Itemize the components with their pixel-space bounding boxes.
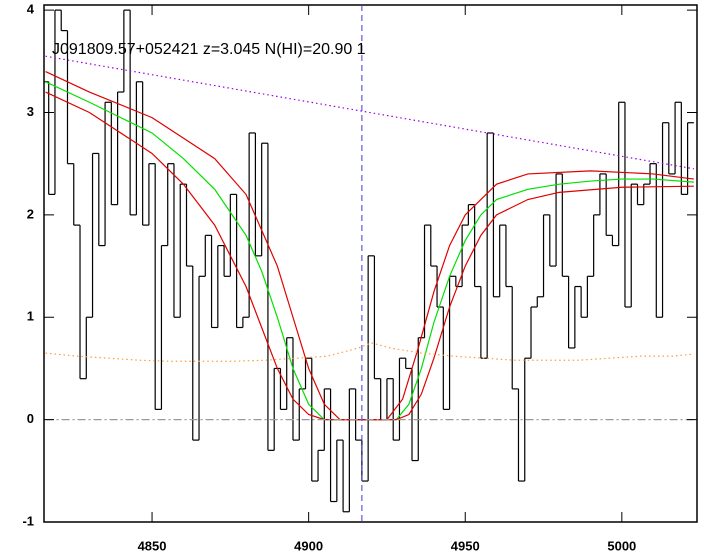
- plot-frame: [43, 4, 698, 523]
- x-tick-label: 4850: [138, 538, 167, 553]
- model-line: [45, 55, 694, 170]
- x-tick-label: 4950: [451, 538, 480, 553]
- plot-area: [44, 5, 694, 522]
- x-tick-label: 4900: [294, 538, 323, 553]
- step-riser: [48, 10, 689, 512]
- model-line: [45, 342, 694, 362]
- x-tick-label: 5000: [607, 538, 636, 553]
- y-tick-label: 4: [27, 2, 35, 17]
- y-tick-label: 0: [27, 411, 34, 426]
- chart-title: J091809.57+052421 z=3.045 N(HI)=20.90 1: [52, 41, 366, 58]
- y-tick-label: 3: [27, 104, 34, 119]
- y-tick-label: 1: [27, 309, 34, 324]
- model-line: [45, 91, 694, 421]
- y-tick-label: -1: [22, 513, 34, 528]
- y-tick-label: 2: [27, 206, 34, 221]
